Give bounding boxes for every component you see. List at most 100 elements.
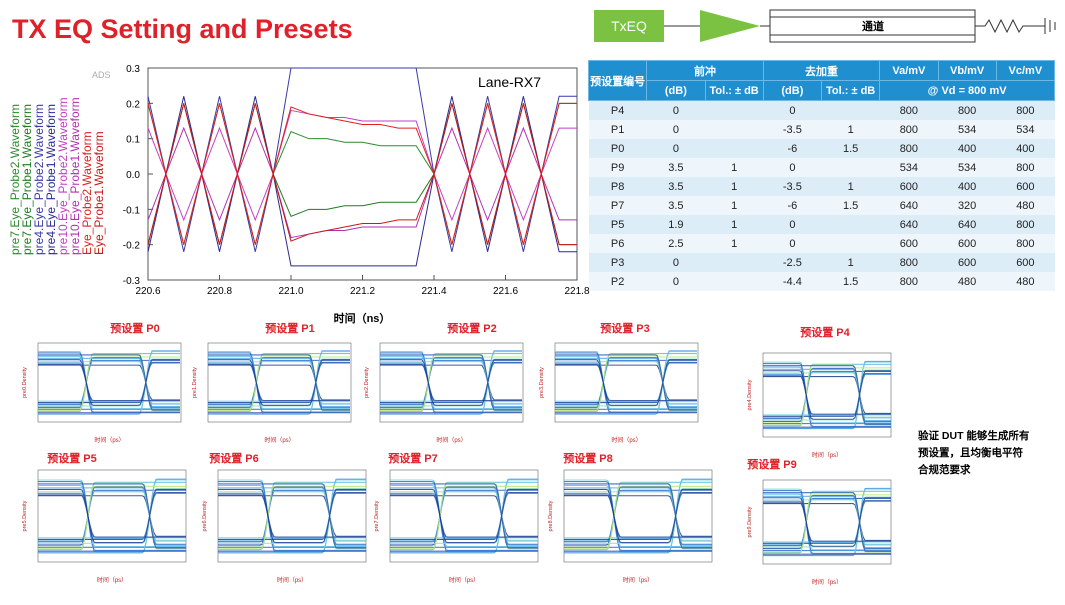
eye-diagram: 预设置 P3 pre3.Density 时间（ps） — [539, 321, 699, 444]
eye-trace — [564, 485, 712, 547]
eye-trace — [218, 485, 366, 547]
eye-trace — [38, 492, 186, 540]
table-cell: 0 — [646, 100, 705, 120]
eye-trace — [380, 355, 522, 410]
table-row: P7 3.5 1 -6 1.5 640 320 480 — [588, 196, 1055, 215]
note: 合规范要求 — [917, 463, 971, 476]
eye-trace — [564, 479, 712, 553]
eye-xlabel: 时间（ps） — [449, 576, 479, 584]
table-cell: P2 — [588, 272, 647, 291]
table-row: P3 0 -2.5 1 800 600 600 — [588, 253, 1055, 272]
eye-trace — [763, 363, 891, 427]
eye-trace — [218, 486, 366, 546]
table-cell: 600 — [938, 253, 997, 272]
eye-diagram: 预设置 P0 pre0.Density 时间（ps） — [22, 321, 182, 444]
eye-trace — [564, 481, 712, 551]
eye-trace — [38, 361, 180, 404]
eye-trace — [555, 363, 697, 402]
table-cell: 600 — [938, 234, 997, 253]
eye-trace — [218, 488, 366, 544]
table-cell: P7 — [588, 196, 647, 215]
eye-trace — [218, 492, 366, 540]
eye-trace — [763, 502, 891, 542]
table-cell: 400 — [938, 139, 997, 158]
eye-trace — [390, 490, 538, 542]
eye-trace — [218, 492, 366, 540]
eye-trace — [38, 364, 180, 401]
eye-trace — [380, 354, 522, 411]
eye-trace — [38, 490, 186, 542]
eye-ylabel: pre9.Density — [747, 506, 753, 537]
x-tick-label: 221.2 — [350, 286, 375, 297]
y-tick-label: -0.2 — [123, 241, 141, 252]
eye-trace — [390, 485, 538, 547]
table-cell: 去加重 — [762, 60, 881, 81]
table-cell: 800 — [938, 100, 997, 120]
eye-trace — [218, 478, 366, 554]
eye-trace — [555, 359, 697, 406]
table-cell: 480 — [996, 272, 1055, 291]
eye-diagram: 预设置 P1 pre1.Density 时间（ps） — [192, 321, 352, 444]
table-cell: 0 — [763, 234, 822, 253]
table-cell: 400 — [996, 139, 1055, 158]
eye-trace — [564, 488, 712, 544]
eye-trace — [208, 361, 350, 404]
annotation: Lane-RX7 — [478, 74, 541, 90]
eye-trace — [380, 361, 522, 404]
eye-ylabel: pre4.Density — [747, 379, 753, 410]
eye-trace — [763, 365, 891, 425]
eye-trace — [763, 490, 891, 554]
eye-trace — [564, 494, 712, 538]
eye-diagram: 预设置 P2 pre2.Density 时间（ps） — [364, 321, 524, 444]
eye-trace — [763, 369, 891, 421]
eye-trace — [38, 488, 186, 544]
eye-diagram: 预设置 P8 pre8.Density 时间（ps） — [548, 451, 713, 584]
table-cell: 400 — [938, 177, 997, 196]
eye-trace — [555, 356, 697, 409]
eye-ylabel: pre3.Density — [539, 367, 545, 398]
eye-trace — [564, 486, 712, 546]
eye-trace — [555, 353, 697, 412]
eye-trace — [390, 488, 538, 544]
eye-trace — [218, 487, 366, 545]
eye-diagram: 预设置 P5 pre5.Density 时间（ps） — [22, 451, 187, 584]
x-tick-label: 220.6 — [135, 286, 160, 297]
table-cell: 0 — [646, 253, 705, 272]
table-row: P5 1.9 1 0 640 640 800 — [588, 215, 1055, 234]
table-cell: 800 — [996, 158, 1055, 177]
eye-trace — [763, 371, 891, 419]
eye-trace — [763, 495, 891, 549]
amp — [700, 10, 760, 42]
preset-table: 预设置编号 前冲 去加重 Va/mV Vb/mV Vc/mV (dB) Tol.: ± dB(… — [587, 60, 1056, 291]
eye-trace — [763, 493, 891, 551]
eye-trace — [38, 352, 180, 413]
table-cell: 1 — [821, 253, 880, 272]
eye-trace — [390, 482, 538, 550]
table-cell: 1 — [821, 177, 880, 196]
eye-diagram: 预设置 P9 pre9.Density 时间（ps） — [747, 457, 892, 586]
eye-trace — [380, 358, 522, 407]
eye-trace — [763, 495, 891, 549]
eye-trace — [38, 483, 186, 549]
eye-trace — [390, 481, 538, 551]
table-cell: 534 — [938, 120, 997, 139]
table-cell: 1 — [705, 158, 764, 177]
eye-trace — [38, 359, 180, 406]
eye-diagram: 预设置 P4 pre4.Density 时间（ps） — [747, 325, 892, 459]
table-cell: 480 — [938, 272, 997, 291]
eye-trace — [390, 488, 538, 544]
eye-xlabel: 时间（ps） — [94, 436, 124, 444]
table-cell: 1.9 — [646, 215, 705, 234]
eye-trace — [218, 495, 366, 537]
eye-trace — [38, 478, 186, 554]
table-cell: -4.4 — [763, 272, 822, 291]
legend-entry: pre10.Eye_Probe1.Waveform — [68, 97, 82, 255]
eye-trace — [380, 357, 522, 408]
eye-trace — [208, 353, 350, 412]
title: TX EQ Setting and Presets — [12, 14, 353, 44]
eye-trace — [763, 488, 891, 556]
y-tick-label: 0.1 — [126, 135, 140, 146]
eye-ylabel: pre8.Density — [548, 500, 554, 531]
table-row: 预设置编号 前冲 去加重 Va/mV Vb/mV Vc/mV — [587, 60, 1056, 101]
